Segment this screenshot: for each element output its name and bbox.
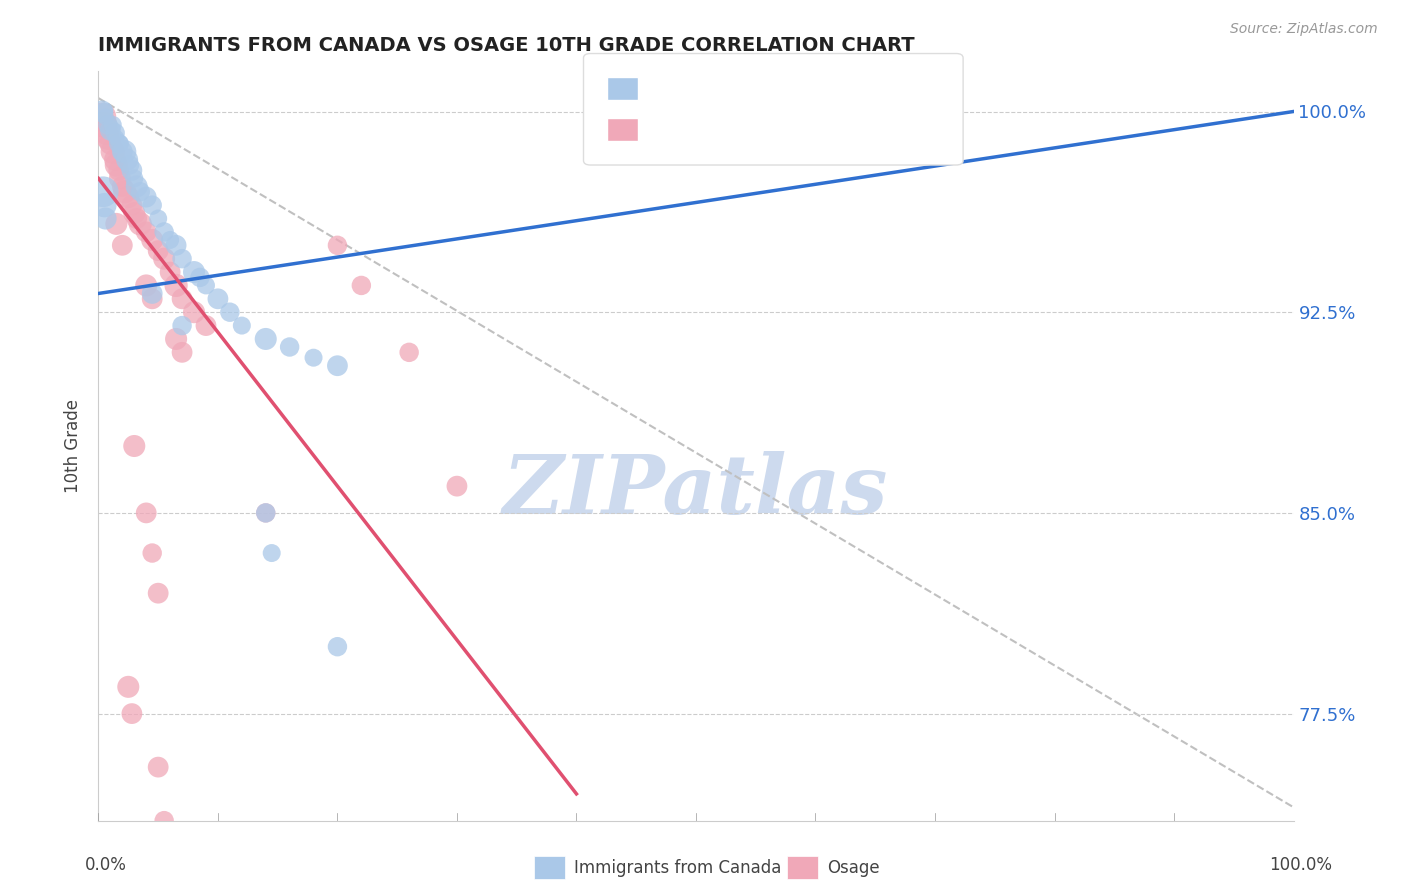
Point [107, 136, 129, 151]
Point [153, 252, 176, 266]
Point [125, 179, 148, 194]
Point [91, 104, 114, 119]
Point [115, 153, 138, 167]
Point [118, 158, 141, 172]
Point [104, 153, 127, 167]
Point [260, 546, 283, 560]
Point [114, 145, 136, 159]
Point [129, 185, 152, 199]
Point [98, 123, 122, 137]
Point [159, 265, 181, 279]
Point [96, 126, 118, 140]
Point [326, 238, 349, 252]
Point [172, 292, 194, 306]
Point [93, 104, 115, 119]
Point [135, 278, 157, 293]
Point [135, 506, 157, 520]
Point [153, 225, 176, 239]
Point [254, 506, 277, 520]
Point [111, 179, 134, 194]
Text: Immigrants from Canada: Immigrants from Canada [574, 859, 780, 877]
Point [125, 211, 148, 226]
Point [183, 265, 205, 279]
Point [107, 163, 129, 178]
Point [97, 118, 120, 132]
Point [129, 217, 152, 231]
Point [141, 198, 163, 212]
Point [121, 706, 143, 721]
Point [101, 145, 124, 159]
Point [141, 233, 163, 247]
Point [108, 136, 131, 151]
Point [97, 131, 120, 145]
Point [195, 318, 218, 333]
Point [165, 278, 187, 293]
Point [326, 640, 349, 654]
Point [172, 318, 194, 333]
Point [141, 286, 163, 301]
Point [101, 118, 124, 132]
Point [117, 190, 139, 204]
Text: R = -0.486   N = 45: R = -0.486 N = 45 [650, 120, 827, 138]
Point [105, 158, 128, 172]
Point [135, 225, 157, 239]
Point [121, 163, 143, 178]
Point [153, 814, 176, 828]
Point [326, 359, 349, 373]
Point [148, 244, 170, 258]
Point [98, 136, 122, 151]
Text: Source: ZipAtlas.com: Source: ZipAtlas.com [1230, 22, 1378, 37]
Point [165, 332, 187, 346]
Point [121, 198, 143, 212]
Point [93, 198, 115, 212]
Point [105, 217, 128, 231]
Point [231, 318, 253, 333]
Point [135, 190, 157, 204]
Text: 0.0%: 0.0% [84, 855, 127, 873]
Point [93, 118, 115, 132]
Point [124, 439, 146, 453]
Point [159, 233, 181, 247]
Point [165, 238, 187, 252]
Point [124, 206, 146, 220]
Point [148, 586, 170, 600]
Point [124, 171, 146, 186]
Point [117, 680, 139, 694]
Y-axis label: 10th Grade: 10th Grade [65, 399, 83, 493]
Point [188, 270, 211, 285]
Point [207, 292, 229, 306]
Text: R =   0.119   N = 46: R = 0.119 N = 46 [650, 79, 831, 97]
Point [141, 546, 163, 560]
Text: Osage: Osage [827, 859, 879, 877]
Point [91, 110, 114, 124]
Point [105, 131, 128, 145]
Point [94, 211, 117, 226]
Text: 100.0%: 100.0% [1270, 855, 1331, 873]
Point [94, 110, 117, 124]
Point [254, 506, 277, 520]
Point [148, 211, 170, 226]
Point [111, 145, 134, 159]
Text: ZIPatlas: ZIPatlas [503, 451, 889, 531]
Point [254, 332, 277, 346]
Point [114, 185, 136, 199]
Point [108, 171, 131, 186]
Point [183, 305, 205, 319]
Point [111, 238, 134, 252]
Point [104, 126, 127, 140]
Point [148, 760, 170, 774]
Point [91, 185, 114, 199]
Point [350, 278, 373, 293]
Text: IMMIGRANTS FROM CANADA VS OSAGE 10TH GRADE CORRELATION CHART: IMMIGRANTS FROM CANADA VS OSAGE 10TH GRA… [98, 36, 915, 54]
Point [172, 345, 194, 359]
Point [398, 345, 420, 359]
Point [446, 479, 468, 493]
Point [219, 305, 242, 319]
Point [278, 340, 301, 354]
Point [172, 252, 194, 266]
Point [141, 292, 163, 306]
Point [302, 351, 325, 365]
Point [195, 278, 218, 293]
